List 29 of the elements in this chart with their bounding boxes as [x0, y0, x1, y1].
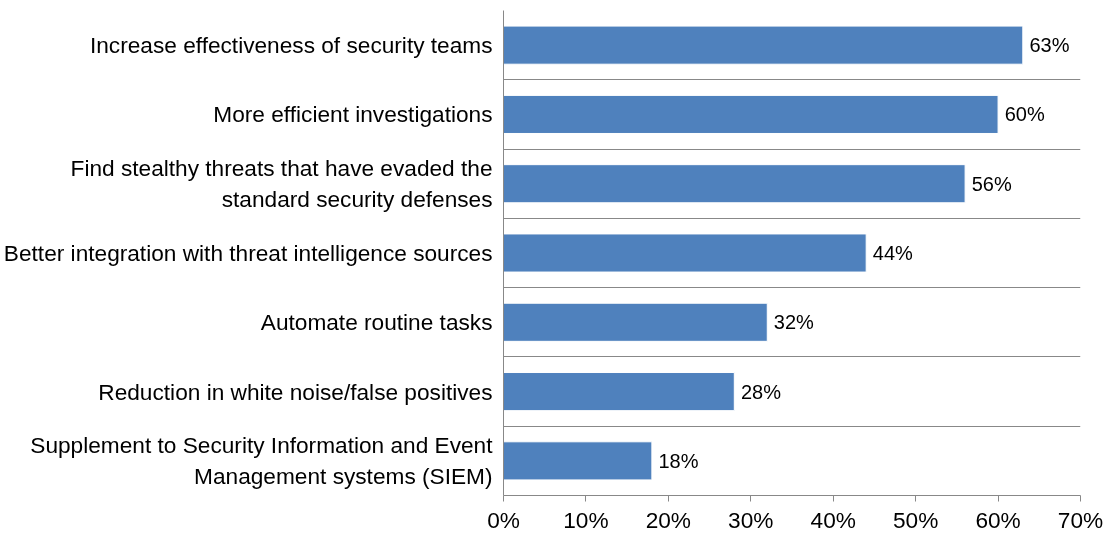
data-label: 32%	[773, 311, 815, 334]
data-label: 44%	[872, 242, 914, 264]
y-tick-label: Find stealthy threats that have evaded the standard security defenses	[70, 155, 493, 213]
data-label: 18%	[658, 449, 699, 472]
bar	[503, 372, 735, 412]
y-tick-label: Reduction in white noise/false positives	[98, 378, 493, 405]
bar	[503, 94, 999, 134]
x-tick-label: 30%	[728, 506, 774, 533]
x-tick-label: 60%	[975, 506, 1021, 533]
bar	[503, 233, 867, 273]
bar	[503, 302, 768, 342]
y-tick-label: Better integration with threat intelligence sources	[3, 240, 493, 266]
y-tick-label: Automate routine tasks	[260, 309, 493, 336]
bar	[503, 25, 1024, 65]
bar	[503, 164, 966, 204]
data-label: 63%	[1029, 34, 1070, 57]
y-tick-label: More efficient investigations	[213, 101, 493, 128]
x-tick-label: 70%	[1057, 506, 1104, 533]
bar	[503, 441, 653, 481]
data-label: 28%	[740, 380, 782, 403]
data-label: 60%	[1004, 103, 1045, 126]
x-tick-label: 0%	[487, 506, 520, 533]
x-tick-label: 10%	[563, 506, 609, 533]
x-tick-label: 50%	[892, 506, 939, 533]
x-tick-label: 40%	[810, 506, 856, 533]
y-tick-label: Increase effectiveness of security teams	[89, 32, 493, 59]
y-tick-label: Supplement to Security Information and Event Management systems (SIEM)	[30, 432, 494, 490]
x-tick-label: 20%	[645, 506, 692, 533]
data-label: 56%	[971, 172, 1012, 195]
